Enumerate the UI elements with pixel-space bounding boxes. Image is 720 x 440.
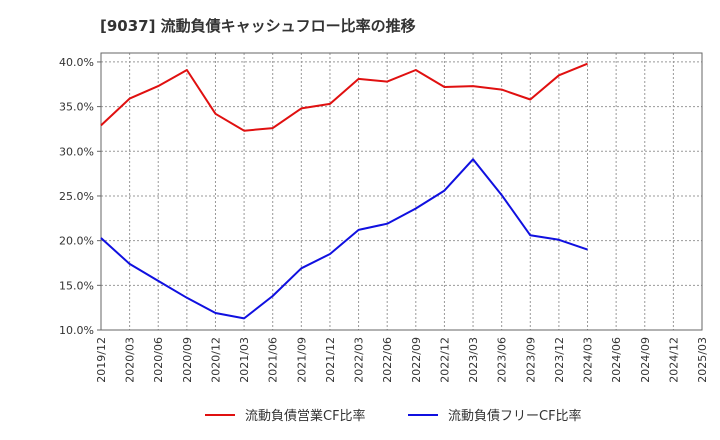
x-tick-label: 2021/09 [295,337,308,383]
series-group [100,62,588,320]
x-tick-label: 2023/12 [553,337,566,383]
x-tick-label: 2022/12 [438,337,451,383]
x-tick-label: 2021/03 [238,337,251,383]
legend-label-1: 流動負債営業CF比率 [245,408,366,424]
y-tick-label: 25.0% [59,190,94,203]
x-tick-label: 2024/03 [582,337,595,383]
series-line-2 [100,158,588,320]
series-line-1 [100,62,588,132]
x-tick-label: 2022/03 [353,337,366,383]
grid-lines [101,53,702,330]
x-tick-label: 2020/03 [124,337,137,383]
chart-title: [9037] 流動負債キャッシュフロー比率の推移 [100,17,416,35]
x-tick-label: 2020/12 [209,337,222,383]
legend-label-2: 流動負債フリーCF比率 [448,408,582,424]
y-tick-label: 35.0% [59,101,94,114]
x-axis: 2019/12 2020/03 2020/06 2020/09 2020/12 2021/… [95,337,709,383]
y-axis: 10.0% 15.0% 20.0% 25.0% 30.0% 35.0% 40.0% [59,56,101,337]
x-tick-label: 2023/06 [496,337,509,383]
x-tick-label: 2022/09 [410,337,423,383]
plot-area [100,52,703,331]
legend: 流動負債営業CF比率 流動負債フリーCF比率 [205,408,582,424]
y-tick-label: 15.0% [59,279,94,292]
x-tick-label: 2019/12 [95,337,108,383]
y-tick-label: 30.0% [59,145,94,158]
x-tick-label: 2020/09 [181,337,194,383]
x-tick-label: 2021/12 [324,337,337,383]
x-tick-label: 2021/06 [267,337,280,383]
x-tick-label: 2024/06 [610,337,623,383]
y-tick-label: 20.0% [59,235,94,248]
x-tick-label: 2023/03 [467,337,480,383]
y-tick-label: 10.0% [59,324,94,337]
x-tick-label: 2024/12 [667,337,680,383]
x-tick-label: 2024/09 [639,337,652,383]
x-tick-label: 2023/09 [524,337,537,383]
x-tick-label: 2025/03 [696,337,709,383]
x-tick-label: 2022/06 [381,337,394,383]
y-tick-label: 40.0% [59,56,94,69]
x-tick-label: 2020/06 [152,337,165,383]
